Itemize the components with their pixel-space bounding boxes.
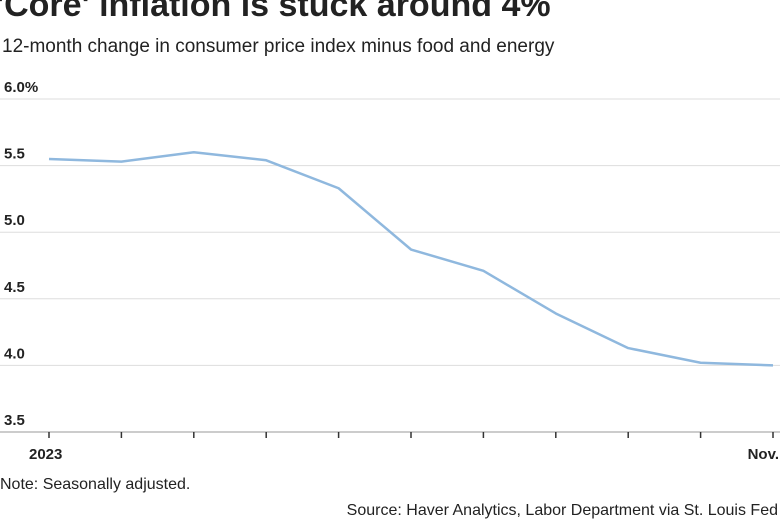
x-tick-label: 2023 (29, 446, 62, 463)
y-tick-label: 5.0 (4, 212, 25, 229)
note: Note: Seasonally adjusted. (0, 476, 190, 493)
x-tick-label: Nov. (748, 446, 779, 463)
chart-title: 'Core' inflation is stuck around 4% (0, 0, 551, 24)
y-tick-label: 3.5 (4, 412, 25, 429)
y-tick-label: 4.5 (4, 279, 25, 296)
y-tick-label: 5.5 (4, 146, 25, 163)
y-tick-label: 6.0% (4, 79, 38, 96)
y-tick-label: 4.0 (4, 345, 25, 362)
chart-subtitle: 12-month change in consumer price index … (2, 36, 555, 57)
source: Source: Haver Analytics, Labor Departmen… (347, 502, 778, 519)
data-line (48, 151, 774, 367)
